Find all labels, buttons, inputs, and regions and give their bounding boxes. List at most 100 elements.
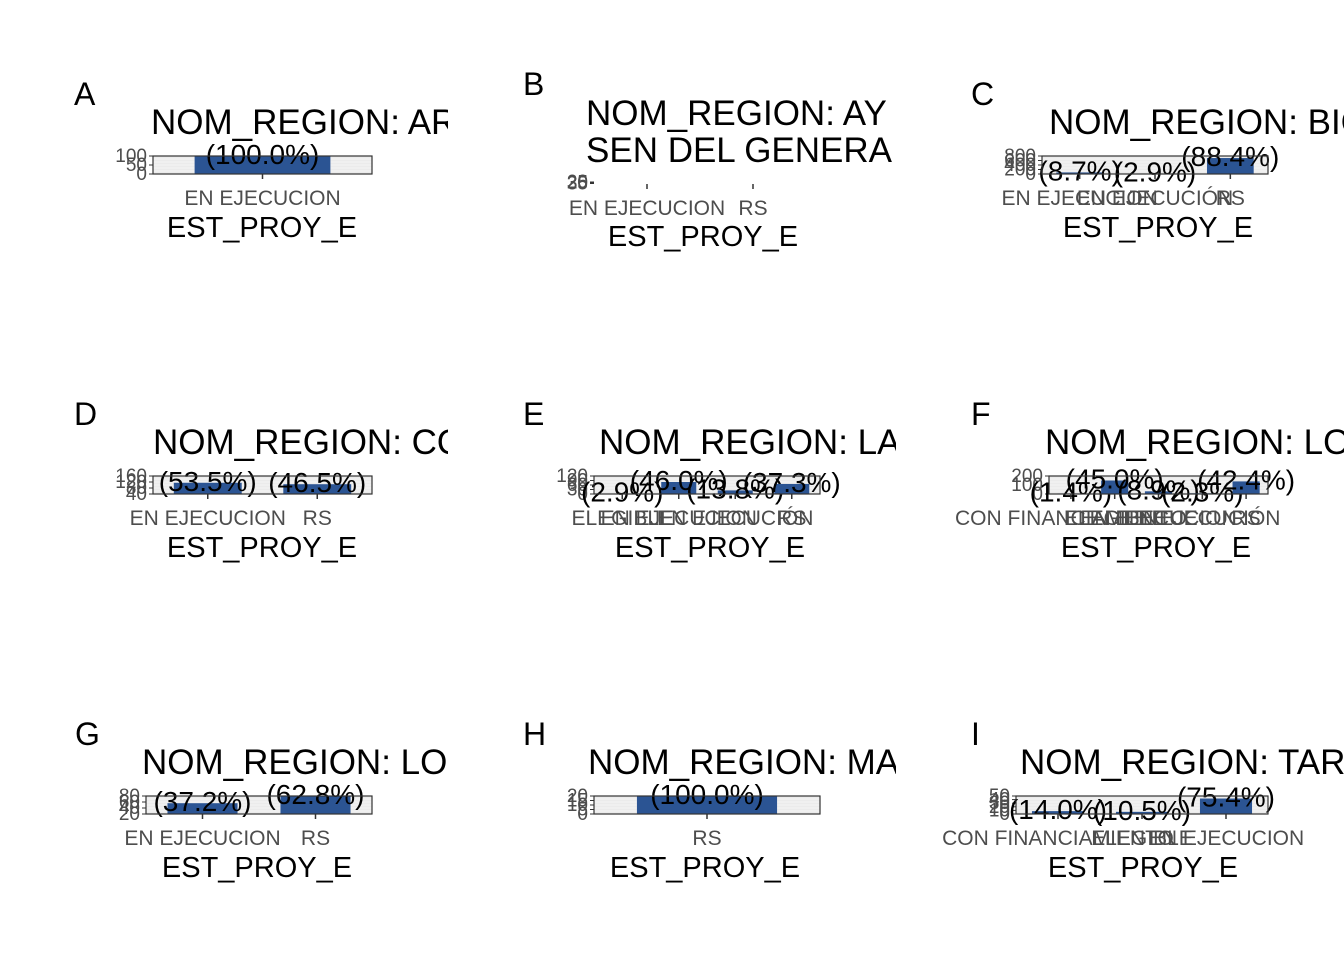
chart-title: NOM_REGION: COQUIMBO xyxy=(153,423,448,462)
y-tick-label: 100 xyxy=(1011,475,1043,496)
y-tick-label: 60 xyxy=(119,792,140,813)
y-tick-label: 200 xyxy=(1004,160,1036,181)
y-tick-label: 30 xyxy=(567,480,588,501)
y-tick-label: 120 xyxy=(556,466,588,487)
bar-rs xyxy=(283,484,352,494)
data-label: (10.5%) xyxy=(1093,795,1191,826)
chart-title: NOM_REGION: TARAPACA xyxy=(1020,743,1344,782)
x-axis-title: EST_PROY_E xyxy=(607,221,799,253)
x-axis-title: EST_PROY_E xyxy=(166,212,358,244)
bar-en-ejecucion xyxy=(173,482,242,494)
x-tick-label: EN EJECUCIÓN xyxy=(657,507,813,530)
bar-en-ejecucion xyxy=(661,482,697,494)
plot-border xyxy=(1048,475,1269,495)
panel-tag: F xyxy=(971,396,991,432)
x-tick-label: EN EJECUCION xyxy=(1001,187,1157,210)
bar-en-ejecucion xyxy=(194,156,331,174)
bar-en-ejecucion xyxy=(1056,172,1104,174)
data-label: (2.9%) xyxy=(581,477,663,508)
x-tick-label: ELEGIBLE xyxy=(1064,507,1166,530)
y-tick-label: 40 xyxy=(126,484,147,505)
x-tick-label: EN EJECUCION xyxy=(130,507,286,530)
data-label: (53.5%) xyxy=(159,466,257,497)
y-tick-label: 80 xyxy=(126,478,147,499)
plot-border xyxy=(152,155,373,175)
data-label: (1.4%) xyxy=(1030,476,1112,507)
x-tick-label: ELEGIBLE xyxy=(1091,827,1193,850)
chart-title: NOM_REGION: MAGALLANES Y ANTARTICA CHILE… xyxy=(588,743,896,782)
x-tick-label: RS xyxy=(1232,507,1261,530)
x-tick-label: RS xyxy=(303,507,332,530)
x-axis-title: EST_PROY_E xyxy=(614,532,806,564)
panel-tag: G xyxy=(75,716,100,752)
data-label: (2.9%) xyxy=(1114,156,1196,187)
bar-elegible xyxy=(1115,811,1169,814)
y-tick-label: 160 xyxy=(115,466,147,487)
x-tick-label: EN EJECUCION xyxy=(569,197,725,220)
y-tick-label: 35 xyxy=(567,174,588,195)
y-tick-label: 0 xyxy=(1025,164,1036,185)
y-tick-label: 30 xyxy=(567,173,588,194)
data-label: (42.4%) xyxy=(1197,464,1295,495)
data-label: (37.3%) xyxy=(743,467,841,498)
bar-con-financiamiento xyxy=(1031,811,1085,814)
y-tick-label: 20 xyxy=(989,797,1010,818)
x-tick-label: RS xyxy=(1216,187,1245,210)
y-tick-label: 30 xyxy=(989,793,1010,814)
y-tick-label: 200 xyxy=(1011,466,1043,487)
x-tick-label: EN EJECUCIÓN xyxy=(1077,187,1233,210)
chart-panel-b: B NOM_REGION: AYSEN DEL GENERAL CARLOS IB… xyxy=(448,0,896,320)
x-axis-title: EST_PROY_E xyxy=(1047,852,1239,884)
bar-elegible xyxy=(1101,480,1129,494)
bar-rs xyxy=(1232,481,1260,494)
y-tick-label: 90 xyxy=(567,471,588,492)
bar-en-ejecucion xyxy=(167,803,238,814)
y-tick-label: 40 xyxy=(119,798,140,819)
y-tick-label: 400 xyxy=(1004,155,1036,176)
x-tick-label: EN EJECUCIÓN xyxy=(1124,507,1280,530)
panel-tag: A xyxy=(74,76,96,112)
chart-title: NOM_REGION: LOS LAGOS xyxy=(1045,423,1344,462)
x-tick-label: EN EJECUCION xyxy=(601,507,757,530)
x-tick-label: EN EJECUCION xyxy=(1148,827,1304,850)
panel-tag: E xyxy=(523,396,545,432)
x-axis-title: EST_PROY_E xyxy=(609,852,801,884)
x-tick-label: RS xyxy=(692,827,721,850)
data-label: (13.8%) xyxy=(686,473,784,504)
data-label: (100.0%) xyxy=(650,779,764,810)
chart-title: NOM_REGION: ARICA Y PARINACOTA xyxy=(151,103,448,142)
data-label: (45.0%) xyxy=(1066,464,1164,495)
plot-border xyxy=(152,475,373,495)
y-tick-label: 60 xyxy=(567,475,588,496)
y-tick-label: 0 xyxy=(136,164,147,185)
x-tick-label: RS xyxy=(301,827,330,850)
plot-border xyxy=(1015,795,1269,815)
y-tick-label: 20 xyxy=(567,172,588,193)
plot-border xyxy=(145,795,373,815)
data-label: (46.0%) xyxy=(630,465,728,496)
y-tick-label: 5 xyxy=(577,800,588,821)
x-axis-title: EST_PROY_E xyxy=(1062,212,1254,244)
y-tick-label: 15 xyxy=(567,791,588,812)
bar-en-ejecucion xyxy=(1199,798,1253,814)
y-tick-label: 0 xyxy=(577,484,588,505)
y-tick-label: 80 xyxy=(119,786,140,807)
y-tick-label: 0 xyxy=(999,804,1010,825)
plot-border xyxy=(593,795,821,815)
y-tick-label: 120 xyxy=(115,472,147,493)
chart-title: NOM_REGION: LOS RIOS xyxy=(142,743,448,782)
data-label: (62.8%) xyxy=(266,779,364,810)
data-label: (8.9%) xyxy=(1117,474,1199,505)
y-tick-label: 10 xyxy=(989,800,1010,821)
data-label: (2.3%) xyxy=(1161,476,1243,507)
